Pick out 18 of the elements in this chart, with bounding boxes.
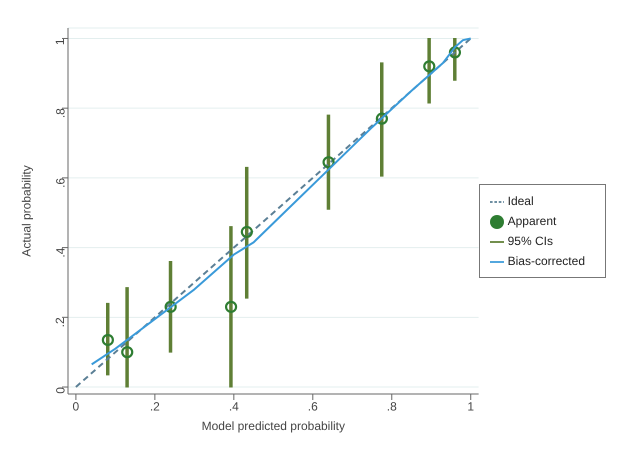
x-tick-label: .2 [150,400,160,414]
legend-label: Apparent [508,214,556,228]
x-axis-title: Model predicted probability [202,419,346,433]
x-tick-label: .6 [308,400,318,414]
legend-label: 95% CIs [508,234,553,248]
x-tick-label: 0 [72,400,80,414]
legend-label: Ideal [508,194,534,208]
y-tick-label: .4 [53,247,68,258]
y-tick-label: 0 [53,386,68,394]
legend-label: Bias-corrected [508,254,585,268]
x-tick-label: 1 [467,400,474,414]
y-tick-label: .2 [53,316,68,328]
x-tick-label: .8 [386,400,398,414]
x-tick-label: .4 [228,400,240,414]
y-tick-label: .8 [53,108,68,118]
y-tick-label: .6 [53,178,68,188]
y-tick-label: 1 [53,38,68,46]
y-axis-title: Actual probability [19,165,34,257]
